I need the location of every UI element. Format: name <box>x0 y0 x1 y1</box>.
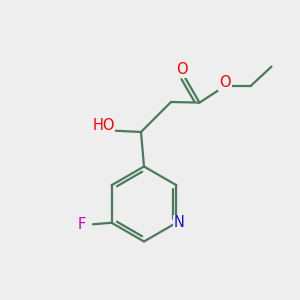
Text: O: O <box>176 62 187 77</box>
Text: N: N <box>173 215 184 230</box>
Text: O: O <box>219 75 231 90</box>
Text: F: F <box>77 217 86 232</box>
Text: HO: HO <box>92 118 115 133</box>
